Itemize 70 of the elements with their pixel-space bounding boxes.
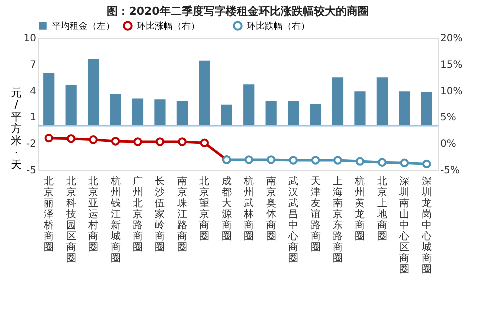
legend-label: 平均租金（左） [52,21,115,32]
x-tick-label: 北京亚运村商圈 [88,176,99,254]
x-tick-label: 北京丽泽桥商圈 [43,176,54,254]
point [200,138,210,148]
bar [110,94,122,126]
point [178,138,187,146]
x-tick-label: 杭州黄龙商圈 [354,176,366,242]
y-tick-label: -5 [26,166,36,176]
y2-tick-label: 5% [440,112,456,124]
bar [310,104,322,126]
y-axis-title: 元/平方米·天 [11,86,22,172]
point [311,156,320,165]
point [44,134,54,143]
point [244,156,254,164]
y2-tick-label: 15% [440,60,463,71]
bar [154,100,166,126]
point [400,158,410,168]
x-tick-label: 北京望京商圈 [200,176,210,242]
legend-label: 环比跌幅（右） [247,21,310,32]
y-tick-label: 7 [30,60,36,71]
x-tick-label: 南京奥体商圈 [266,176,276,242]
point [156,138,165,146]
point [356,157,365,166]
category-label: 深圳龙岗中心城商圈 [422,176,432,276]
y2-tick-label: 10% [440,86,463,98]
y-tick-label: 10 [24,34,36,44]
bar [421,92,432,126]
category-label: 深圳南山中心区商圈 [400,176,410,276]
bar [44,73,55,126]
point [66,134,76,144]
point [378,158,387,167]
point [89,136,98,144]
x-tick-label: 成都大源商圈 [222,176,232,242]
bar [266,101,277,126]
x-tick-label: 杭州武林商圈 [243,176,254,242]
bar [199,60,210,126]
point [334,156,342,165]
bar [88,59,100,126]
point [134,138,142,146]
y-tick-label: 4 [30,86,36,98]
bar [176,101,188,126]
point [289,156,298,165]
point [111,137,120,146]
legend-label: 环比涨幅（右） [137,21,200,32]
bar [244,84,255,126]
y2-tick-label: 0% [440,139,456,150]
x-tick-label: 南京珠江路商圈 [177,176,188,254]
chart-title: 图：2020年二季度写字楼租金环比涨跌幅较大的商圈 [107,5,369,18]
x-tick-label: 武汉武昌中心商圈 [288,176,299,264]
bar [332,78,344,126]
x-tick-label: 杭州钱江新城商圈 [110,176,121,264]
x-tick-label: 北京科技园区商圈 [65,176,76,264]
y2-tick-label: 20% [440,34,463,44]
x-tick-label: 长沙伍家岭商圈 [155,176,166,254]
point [422,160,432,169]
x-tick-label: 上海南京东路商圈 [333,176,343,264]
y-tick-label: 1 [30,112,36,124]
point [266,156,276,164]
x-tick-label: 广州北京路商圈 [133,176,143,254]
y-tick-label: -2 [26,139,36,150]
x-tick-label: 天津友谊路商圈 [310,176,321,254]
bar [376,78,388,126]
bar [288,101,300,126]
bar [221,104,232,126]
bar [132,98,144,126]
bar [399,92,410,126]
bar [354,92,366,126]
x-tick-label: 北京上地商圈 [376,176,388,242]
bar [66,86,77,126]
y2-tick-label: -5% [440,166,460,176]
